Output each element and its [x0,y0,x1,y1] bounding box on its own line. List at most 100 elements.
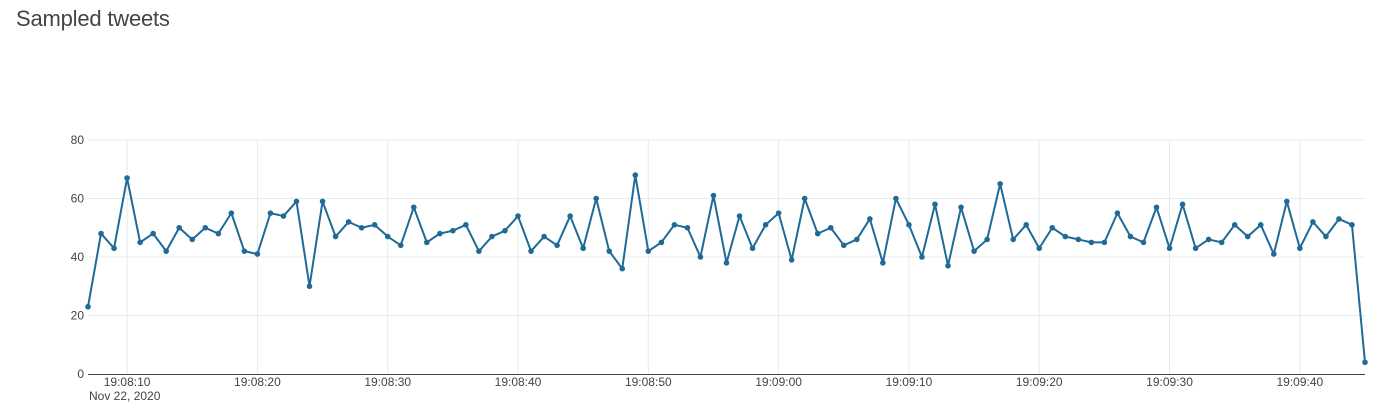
data-point [1231,222,1238,228]
data-point [202,224,209,231]
data-point [1205,236,1212,243]
data-point [437,230,443,237]
data-point [1140,239,1147,246]
data-point [1218,239,1225,246]
data-point [85,303,91,310]
data-point [932,201,938,208]
data-point [958,204,964,211]
data-point [476,248,482,254]
data-point [319,198,326,205]
data-point [593,195,599,202]
data-point [163,248,169,254]
y-tick-label: 20 [71,309,85,323]
data-point [671,222,678,228]
data-point [397,242,404,249]
data-point [997,181,1003,187]
data-point [1192,245,1199,252]
data-point [984,236,990,243]
data-point [1049,224,1056,231]
x-tick-label: 19:08:10 [104,375,151,389]
data-point [541,233,547,240]
data-point [228,210,235,216]
data-point [124,175,130,181]
data-point [945,262,951,269]
chart-title: Sampled tweets [16,6,170,31]
data-point [358,224,365,231]
data-point [749,245,756,252]
y-tick-label: 0 [77,367,84,381]
data-point [215,230,222,237]
x-tick-date-label: Nov 22, 2020 [89,389,161,403]
data-point [840,242,847,249]
data-point [345,219,352,225]
x-tick-label: 19:09:20 [1016,375,1063,389]
data-point [1127,233,1134,240]
data-point [280,213,287,219]
data-point [645,248,652,254]
data-point [1114,210,1121,216]
series-line [87,174,1366,363]
grid-lines [88,139,1365,374]
data-point [1244,233,1251,240]
data-point [867,216,873,222]
data-point [1062,233,1069,240]
x-tick-label: 19:08:20 [234,375,281,389]
data-point [788,257,795,263]
data-point [893,195,899,202]
data-point [1336,216,1342,222]
data-point [632,172,639,178]
data-point [567,213,573,219]
data-point [1010,236,1016,243]
data-point [1257,222,1264,228]
data-point [1310,219,1316,225]
data-point [371,222,378,228]
data-point [254,251,261,257]
data-point [736,213,743,219]
data-point [1362,359,1368,366]
data-point [762,222,769,228]
data-point [463,222,469,228]
x-tick-label: 19:09:00 [755,375,802,389]
data-point [619,265,626,272]
data-point [150,230,156,237]
data-point [684,224,691,231]
data-point [293,198,300,205]
data-point [880,260,886,266]
data-point [1088,239,1095,246]
data-point [1101,239,1108,246]
data-point [1153,204,1160,211]
data-point [919,254,925,260]
data-point [1023,222,1029,228]
data-point [580,245,586,252]
data-point [710,192,717,199]
data-point [189,236,196,243]
y-tick-label: 60 [71,192,85,206]
data-point [723,260,730,266]
data-point [1166,245,1173,252]
y-tick-label: 40 [71,250,85,264]
data-point [1297,245,1303,252]
data-point [827,224,834,231]
data-point [176,224,183,231]
data-point [906,222,912,228]
data-point [1270,251,1277,257]
data-point [515,213,521,219]
x-tick-label: 19:09:30 [1146,375,1193,389]
x-tick-label: 19:08:30 [364,375,411,389]
data-point [332,233,339,240]
x-tick-label: 19:08:50 [625,375,672,389]
data-point [450,227,456,234]
data-point [1284,198,1290,205]
data-point [528,248,534,254]
data-point [1323,233,1329,240]
data-point [1349,222,1355,228]
x-tick-label: 19:08:40 [495,375,542,389]
x-tick-label: 19:09:10 [886,375,933,389]
data-point [410,204,417,211]
data-point [775,210,782,216]
data-point [424,239,430,246]
data-point [98,230,104,237]
